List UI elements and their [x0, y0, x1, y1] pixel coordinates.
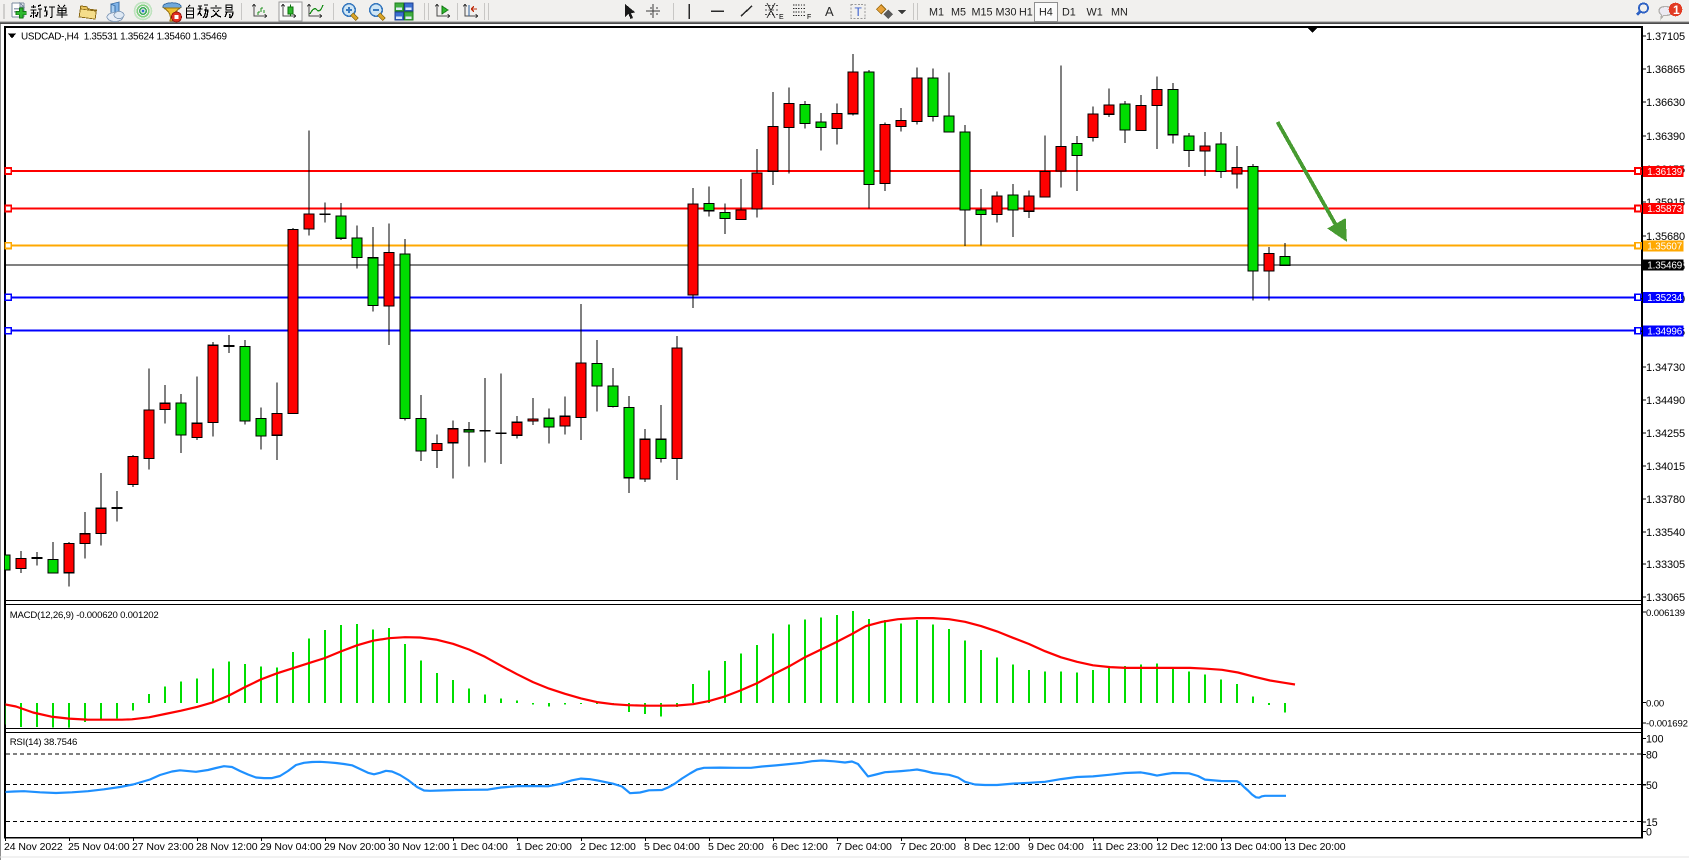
svg-text:25 Nov 04:00: 25 Nov 04:00	[68, 841, 130, 853]
svg-text:1.36390: 1.36390	[1646, 131, 1685, 143]
svg-text:9 Dec 04:00: 9 Dec 04:00	[1028, 841, 1084, 853]
svg-text:1.35873: 1.35873	[1647, 204, 1682, 215]
svg-text:MN: MN	[1111, 7, 1128, 19]
svg-text:W1: W1	[1087, 7, 1103, 19]
svg-text:1 Dec 20:00: 1 Dec 20:00	[516, 841, 572, 853]
svg-text:1.34730: 1.34730	[1646, 362, 1685, 374]
svg-text:USDCAD-,H4 1.35531 1.35624 1.: USDCAD-,H4 1.35531 1.35624 1.35460 1.354…	[21, 32, 227, 43]
svg-text:0.006139: 0.006139	[1646, 608, 1685, 619]
svg-text:1.34490: 1.34490	[1646, 395, 1685, 407]
svg-text:7 Dec 04:00: 7 Dec 04:00	[836, 841, 892, 853]
svg-text:0.00: 0.00	[1646, 698, 1664, 709]
svg-text:15: 15	[1646, 817, 1658, 829]
svg-text:A: A	[825, 4, 834, 19]
svg-text:F: F	[807, 14, 811, 21]
svg-text:1.35234: 1.35234	[1647, 293, 1682, 304]
svg-text:T: T	[855, 5, 863, 19]
svg-text:1.34255: 1.34255	[1646, 428, 1685, 440]
svg-text:0: 0	[1646, 827, 1652, 839]
svg-text:1.36139: 1.36139	[1647, 167, 1682, 178]
svg-text:H4: H4	[1039, 7, 1053, 19]
svg-text:27 Nov 23:00: 27 Nov 23:00	[132, 841, 194, 853]
svg-text:M5: M5	[951, 7, 966, 19]
svg-text:1 Dec 04:00: 1 Dec 04:00	[452, 841, 508, 853]
svg-text:1.33540: 1.33540	[1646, 527, 1685, 539]
svg-text:7 Dec 20:00: 7 Dec 20:00	[900, 841, 956, 853]
svg-text:-0.001692: -0.001692	[1646, 719, 1688, 730]
svg-text:1.33065: 1.33065	[1646, 592, 1685, 604]
svg-text:12 Dec 12:00: 12 Dec 12:00	[1156, 841, 1218, 853]
svg-text:H1: H1	[1019, 7, 1033, 19]
svg-text:6 Dec 12:00: 6 Dec 12:00	[772, 841, 828, 853]
svg-text:MACD(12,26,9) -0.000620 0.0012: MACD(12,26,9) -0.000620 0.001202	[10, 610, 159, 621]
svg-text:11 Dec 23:00: 11 Dec 23:00	[1092, 841, 1153, 853]
svg-text:RSI(14) 38.7546: RSI(14) 38.7546	[10, 737, 77, 748]
svg-text:29 Nov 04:00: 29 Nov 04:00	[260, 841, 322, 853]
svg-text:5 Dec 04:00: 5 Dec 04:00	[644, 841, 700, 853]
svg-text:13 Dec 20:00: 13 Dec 20:00	[1284, 841, 1346, 853]
svg-text:30 Nov 12:00: 30 Nov 12:00	[388, 841, 450, 853]
svg-text:1: 1	[1673, 3, 1680, 17]
svg-text:1.34996: 1.34996	[1647, 326, 1682, 337]
svg-text:1.33305: 1.33305	[1646, 559, 1685, 571]
svg-text:80: 80	[1646, 749, 1658, 761]
svg-text:M15: M15	[972, 7, 993, 19]
svg-text:8 Dec 12:00: 8 Dec 12:00	[964, 841, 1020, 853]
svg-text:50: 50	[1646, 780, 1658, 792]
svg-text:24 Nov 2022: 24 Nov 2022	[4, 841, 63, 853]
svg-text:1.35680: 1.35680	[1646, 231, 1685, 243]
svg-text:1.35607: 1.35607	[1647, 241, 1682, 252]
svg-text:E: E	[779, 14, 784, 21]
svg-text:100: 100	[1646, 734, 1664, 746]
svg-text:1.36630: 1.36630	[1646, 97, 1685, 109]
svg-text:1.37105: 1.37105	[1646, 31, 1685, 43]
svg-text:M30: M30	[996, 7, 1017, 19]
svg-text:5 Dec 20:00: 5 Dec 20:00	[708, 841, 764, 853]
svg-text:1.36865: 1.36865	[1646, 64, 1685, 76]
svg-text:1.33780: 1.33780	[1646, 494, 1685, 506]
svg-text:M1: M1	[929, 7, 944, 19]
svg-text:29 Nov 20:00: 29 Nov 20:00	[324, 841, 386, 853]
svg-text:28 Nov 12:00: 28 Nov 12:00	[196, 841, 258, 853]
svg-text:2 Dec 12:00: 2 Dec 12:00	[580, 841, 636, 853]
svg-text:13 Dec 04:00: 13 Dec 04:00	[1220, 841, 1282, 853]
svg-text:D1: D1	[1062, 7, 1076, 19]
svg-text:1.35469: 1.35469	[1647, 261, 1682, 272]
svg-text:1.34015: 1.34015	[1646, 461, 1685, 473]
